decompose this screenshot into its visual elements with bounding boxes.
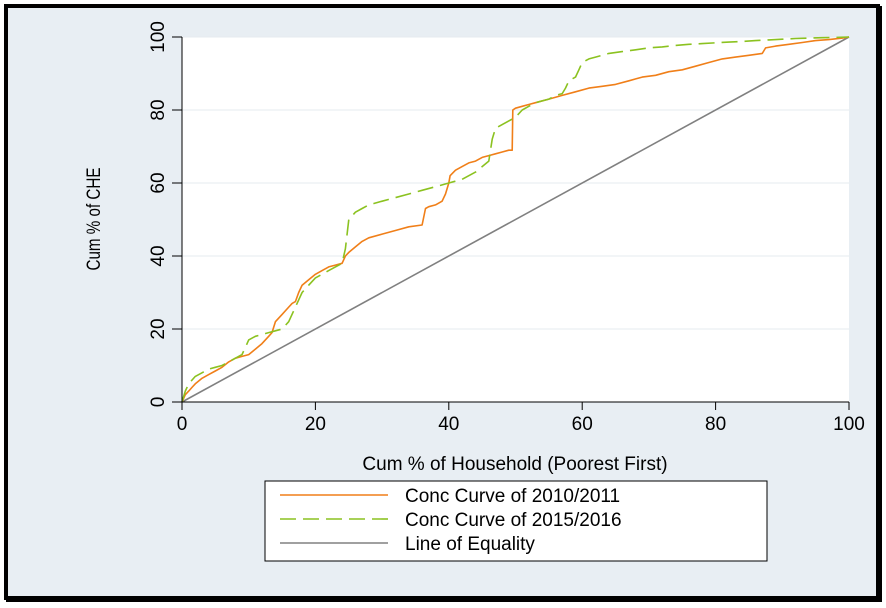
y-tick-label: 0: [148, 397, 169, 408]
legend-label-2: Line of Equality: [405, 534, 535, 555]
y-tick-label: 100: [148, 21, 169, 53]
y-tick-label: 80: [148, 99, 169, 120]
axes: [181, 37, 849, 403]
ticks: 0 20 40 60 80 100 0 20 40 60 80 100: [148, 21, 865, 435]
x-tick-label: 80: [705, 414, 726, 435]
gridlines: [182, 36, 849, 330]
x-tick-label: 60: [572, 414, 593, 435]
legend-label-1: Conc Curve of 2015/2016: [405, 510, 622, 531]
legend-items: Conc Curve of 2010/2011 Conc Curve of 201…: [280, 486, 622, 555]
x-tick-label: 0: [177, 414, 188, 435]
series-lines: [181, 36, 850, 403]
series-line-1: [181, 36, 850, 403]
series-line-2: [181, 36, 850, 403]
y-tick-label: 40: [148, 245, 169, 266]
x-tick-label: 20: [305, 414, 326, 435]
legend: Conc Curve of 2010/2011 Conc Curve of 201…: [264, 480, 768, 562]
series-line-0: [181, 36, 850, 403]
x-tick-label: 100: [833, 414, 865, 435]
y-tick-label: 20: [148, 318, 169, 339]
legend-label-0: Conc Curve of 2010/2011: [405, 486, 620, 507]
y-tick-label: 60: [148, 172, 169, 193]
x-axis-title: Cum % of Household (Poorest First): [362, 454, 667, 475]
x-tick-label: 40: [438, 414, 459, 435]
y-axis-title: Cum % of CHE: [82, 168, 104, 271]
